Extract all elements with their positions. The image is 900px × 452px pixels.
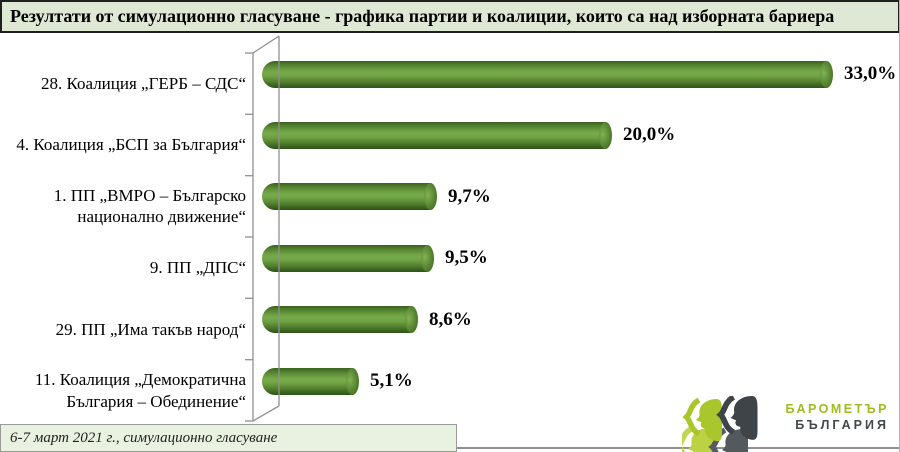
bar-cap-icon <box>599 121 612 149</box>
value-label: 9,5% <box>445 247 488 269</box>
axis-ticks <box>245 52 253 422</box>
category-label: 29. ПП „Има такъв народ“ <box>55 319 246 339</box>
value-label: 8,6% <box>429 308 472 330</box>
value-label: 9,7% <box>448 185 491 207</box>
footer-note: 6-7 март 2021 г., симулационно гласуване <box>0 424 457 452</box>
bar-cap-icon <box>421 244 434 272</box>
bar-cap-icon <box>346 367 359 395</box>
bar-cap-icon <box>424 183 437 211</box>
bottom-border-line <box>455 447 899 449</box>
logo-face-dark-icon <box>716 396 758 440</box>
bar-cap-icon <box>405 306 418 334</box>
category-label: 9. ПП „ДПС“ <box>149 258 246 278</box>
bar <box>262 121 612 149</box>
logo-face-green-icon <box>682 397 722 442</box>
value-label: 33,0% <box>844 63 897 84</box>
category-label: 11. Коалиция „Демократична България – Об… <box>34 370 246 411</box>
category-label: 28. Коалиция „ГЕРБ – СДС“ <box>41 73 246 93</box>
chart-title: Резултати от симулационно гласуване - гр… <box>0 0 899 33</box>
category-label: 4. Коалиция „БСП за България“ <box>16 135 246 155</box>
value-label: 5,1% <box>370 370 413 391</box>
bar <box>262 244 434 272</box>
bar <box>262 306 418 334</box>
axis-top-diagonal <box>252 35 280 54</box>
axis-bottom-diagonal <box>252 405 280 422</box>
bar-cap-icon <box>820 60 833 88</box>
value-label: 20,0% <box>623 124 676 146</box>
barometer-bulgaria-logo: БАРОМЕТЪР БЪЛГАРИЯ <box>682 396 889 452</box>
bar <box>262 60 833 88</box>
category-label: 1. ПП „ВМРО – Българско национално движе… <box>53 186 246 227</box>
bar <box>262 367 359 395</box>
logo-text-line1: БАРОМЕТЪР <box>785 402 889 416</box>
logo-text-line2: БЪЛГАРИЯ <box>795 418 889 432</box>
bar <box>262 183 437 211</box>
